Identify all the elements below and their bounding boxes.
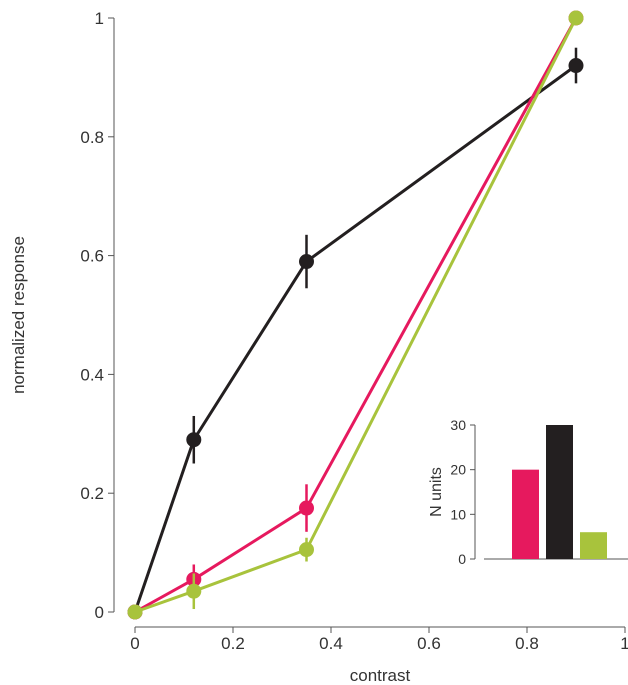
inset-bar — [580, 532, 607, 559]
series-line — [134, 17, 578, 614]
inset-bar — [512, 469, 539, 559]
data-point — [299, 500, 314, 516]
inset-y-tick-label: 20 — [450, 462, 466, 478]
x-tick-label: 0 — [130, 634, 139, 653]
x-tick-label: 1 — [620, 634, 628, 653]
x-axis-label: contrast — [350, 666, 411, 685]
y-tick-label: 1 — [95, 9, 104, 28]
x-tick-label: 0.8 — [515, 634, 539, 653]
x-tick-label: 0.4 — [319, 634, 343, 653]
data-point — [186, 583, 202, 599]
main-plot: 0 0.2 0.4 0.6 0.8 1 0 0.2 0.4 0.6 0.8 1 contrast n… — [9, 9, 628, 685]
y-tick-label: 0.4 — [80, 365, 104, 384]
y-axis-ticks: 0 0.2 0.4 0.6 0.8 1 — [80, 9, 114, 622]
data-point — [299, 542, 314, 558]
y-axis-label: normalized response — [9, 236, 28, 394]
inset-y-axis-ticks: 0 10 20 30 — [450, 417, 475, 567]
data-point — [186, 432, 202, 448]
x-tick-label: 0.2 — [221, 634, 245, 653]
series-line — [133, 64, 577, 613]
inset-y-tick-label: 0 — [458, 551, 466, 567]
y-tick-label: 0 — [95, 603, 104, 622]
data-point — [127, 604, 143, 620]
y-tick-label: 0.8 — [80, 128, 104, 147]
inset-y-tick-label: 30 — [450, 417, 466, 433]
data-point — [568, 58, 584, 74]
inset-bars — [512, 425, 607, 559]
data-point — [299, 254, 314, 270]
inset-bar-chart: 0 10 20 30 N units — [428, 417, 628, 567]
series-line — [134, 17, 578, 614]
inset-bar — [546, 425, 573, 559]
x-axis-ticks: 0 0.2 0.4 0.6 0.8 1 — [130, 627, 628, 653]
x-tick-label: 0.6 — [417, 634, 441, 653]
y-tick-label: 0.6 — [80, 247, 104, 266]
data-point — [568, 10, 584, 26]
y-tick-label: 0.2 — [80, 484, 104, 503]
inset-y-axis-label: N units — [428, 467, 445, 517]
series-layer — [127, 10, 584, 620]
series-3 — [127, 10, 584, 620]
inset-y-tick-label: 10 — [450, 506, 466, 522]
